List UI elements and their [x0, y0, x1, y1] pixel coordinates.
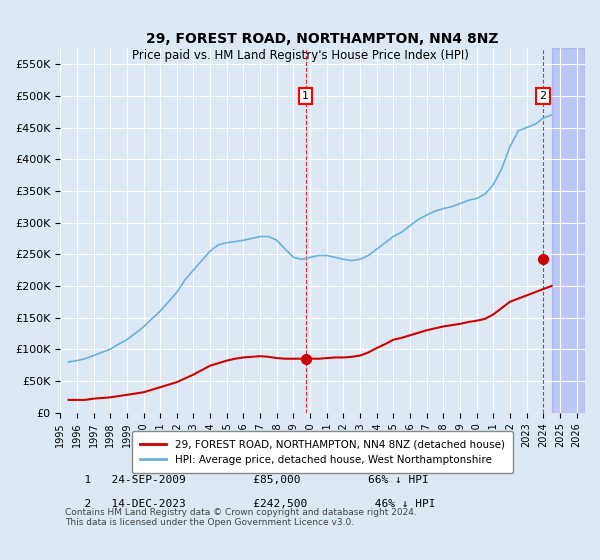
Text: Price paid vs. HM Land Registry's House Price Index (HPI): Price paid vs. HM Land Registry's House …: [131, 49, 469, 62]
Title: 29, FOREST ROAD, NORTHAMPTON, NN4 8NZ: 29, FOREST ROAD, NORTHAMPTON, NN4 8NZ: [146, 32, 499, 46]
Text: 1: 1: [302, 91, 309, 101]
Text: 1   24-SEP-2009          £85,000          66% ↓ HPI: 1 24-SEP-2009 £85,000 66% ↓ HPI: [71, 475, 428, 485]
Bar: [551, 48, 585, 413]
Legend: 29, FOREST ROAD, NORTHAMPTON, NN4 8NZ (detached house), HPI: Average price, deta: 29, FOREST ROAD, NORTHAMPTON, NN4 8NZ (d…: [132, 431, 513, 473]
Text: 2   14-DEC-2023          £242,500          46% ↓ HPI: 2 14-DEC-2023 £242,500 46% ↓ HPI: [71, 499, 435, 509]
Text: 2: 2: [539, 91, 546, 101]
Text: Contains HM Land Registry data © Crown copyright and database right 2024.
This d: Contains HM Land Registry data © Crown c…: [65, 508, 417, 528]
